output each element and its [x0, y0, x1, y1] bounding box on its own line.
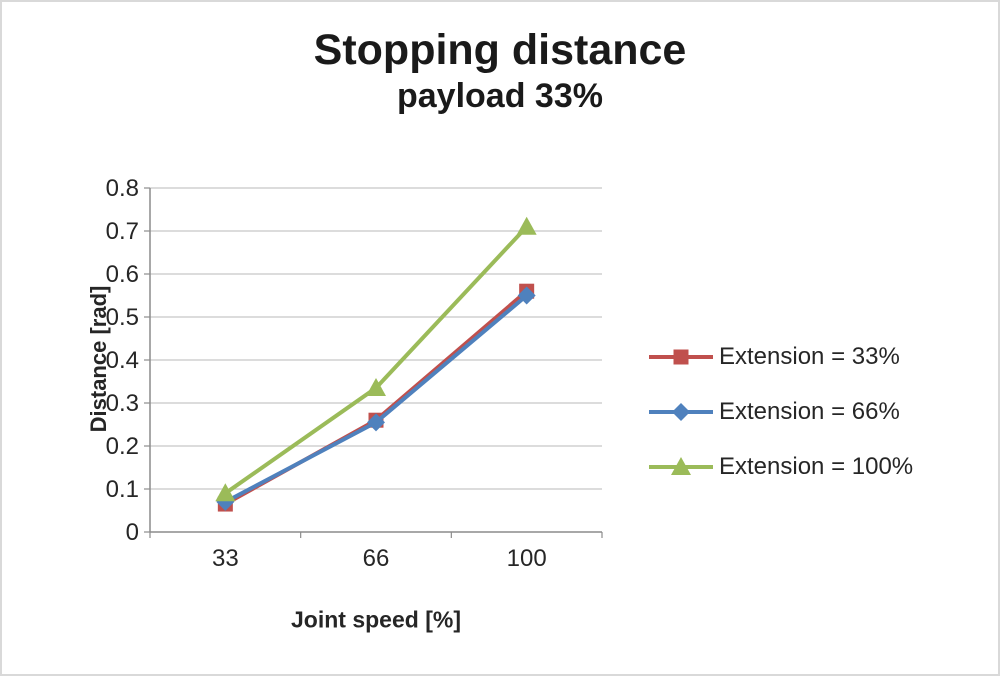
- legend-square-marker-icon: [649, 349, 713, 365]
- x-tick-label: 100: [507, 545, 547, 572]
- x-tick-label: 33: [212, 545, 239, 572]
- y-tick-label: 0.7: [106, 218, 139, 245]
- marker-triangle: [516, 216, 537, 235]
- series-line-0: [224, 289, 528, 506]
- marker-triangle: [366, 377, 386, 396]
- marker-diamond: [367, 413, 385, 432]
- y-tick-label: 0.4: [106, 347, 139, 374]
- marker-triangle: [671, 457, 691, 475]
- x-axis-title: Joint speed [%]: [291, 606, 461, 633]
- legend-item-extension-100: Extension = 100%: [647, 450, 913, 484]
- y-tick-label: 0.6: [106, 261, 139, 288]
- legend-triangle-marker-icon: [649, 457, 713, 475]
- legend-label-extension-66: Extension = 66%: [719, 398, 900, 425]
- legend-item-extension-66: Extension = 66%: [647, 395, 913, 429]
- chart-title: Stopping distance: [313, 26, 687, 74]
- marker-diamond: [517, 286, 536, 305]
- y-tick-label: 0.8: [106, 175, 139, 202]
- y-tick-label: 0.5: [106, 304, 139, 331]
- marker-triangle: [215, 483, 236, 502]
- plot-area: 0 0.1 0.2 0.3 0.4 0.5 0.6 0.7 0.8 33 66 100: [106, 175, 603, 572]
- legend-label-extension-33: Extension = 33%: [719, 343, 900, 370]
- legend-diamond-marker-icon: [649, 403, 713, 421]
- chart-subtitle: payload 33%: [397, 77, 603, 116]
- chart-title-block: Stopping distance payload 33%: [2, 26, 998, 118]
- y-tick-label: 0.2: [106, 433, 139, 460]
- marker-diamond: [672, 403, 690, 421]
- legend-item-extension-33: Extension = 33%: [647, 340, 913, 374]
- y-tick-label: 0: [126, 519, 139, 546]
- marker-square: [673, 349, 689, 365]
- x-tick-label: 66: [363, 545, 390, 572]
- y-tick-label: 0.3: [106, 390, 139, 417]
- legend-label-extension-100: Extension = 100%: [719, 453, 914, 480]
- y-tick-label: 0.1: [106, 476, 139, 503]
- legend: Extension = 33% Extension = 66% Extensio…: [647, 340, 913, 484]
- series-line-1: [224, 293, 528, 504]
